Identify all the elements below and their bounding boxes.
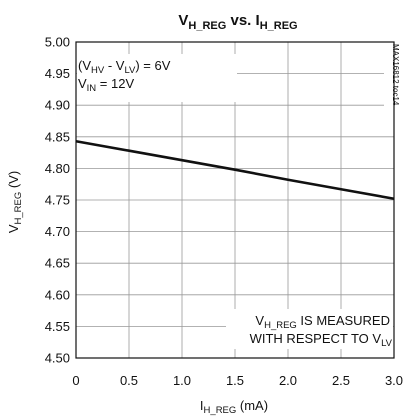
measurement-note-line2: WITH RESPECT TO VLV xyxy=(250,331,393,349)
y-tick-label: 4.50 xyxy=(45,351,70,366)
y-tick-label: 4.90 xyxy=(45,98,70,113)
x-tick-label: 3.0 xyxy=(385,373,403,388)
y-tick-label: 4.95 xyxy=(45,66,70,81)
y-tick-labels: 5.00 4.95 4.90 4.85 4.80 4.75 4.70 4.65 4.60 4.55… xyxy=(45,35,70,366)
x-tick-label: 2.5 xyxy=(332,373,350,388)
x-axis-label: IH_REG (mA) xyxy=(200,398,268,416)
x-tick-label: 1.5 xyxy=(226,373,244,388)
condition-vin: VIN = 12V xyxy=(78,76,134,94)
y-tick-label: 4.80 xyxy=(45,161,70,176)
gridlines xyxy=(76,42,394,358)
y-tick-label: 4.55 xyxy=(45,319,70,334)
measurement-note-line1: VH_REG IS MEASURED xyxy=(255,313,390,331)
y-tick-label: 4.70 xyxy=(45,224,70,239)
y-tick-label: 4.65 xyxy=(45,256,70,271)
y-tick-label: 4.75 xyxy=(45,193,70,208)
annotation-background xyxy=(77,54,237,102)
figure-code: MAX16812 toc14 xyxy=(391,44,400,106)
code-background xyxy=(384,43,394,125)
y-axis-label: VH_REG (V) xyxy=(6,171,24,233)
x-tick-labels: 0 0.5 1.0 1.5 2.0 2.5 3.0 xyxy=(72,373,403,388)
chart-title: VH_REG vs. IH_REG xyxy=(178,12,297,32)
y-tick-label: 4.85 xyxy=(45,129,70,144)
y-tick-label: 4.60 xyxy=(45,287,70,302)
x-tick-label: 1.0 xyxy=(173,373,191,388)
series-line xyxy=(75,139,395,201)
condition-voltage-diff: (VHV - VLV) = 6V xyxy=(78,58,171,76)
x-tick-label: 2.0 xyxy=(279,373,297,388)
note-background xyxy=(226,309,393,349)
y-tick-label: 5.00 xyxy=(45,35,70,50)
x-tick-label: 0 xyxy=(72,373,79,388)
x-tick-label: 0.5 xyxy=(120,373,138,388)
plot-frame xyxy=(75,41,395,359)
